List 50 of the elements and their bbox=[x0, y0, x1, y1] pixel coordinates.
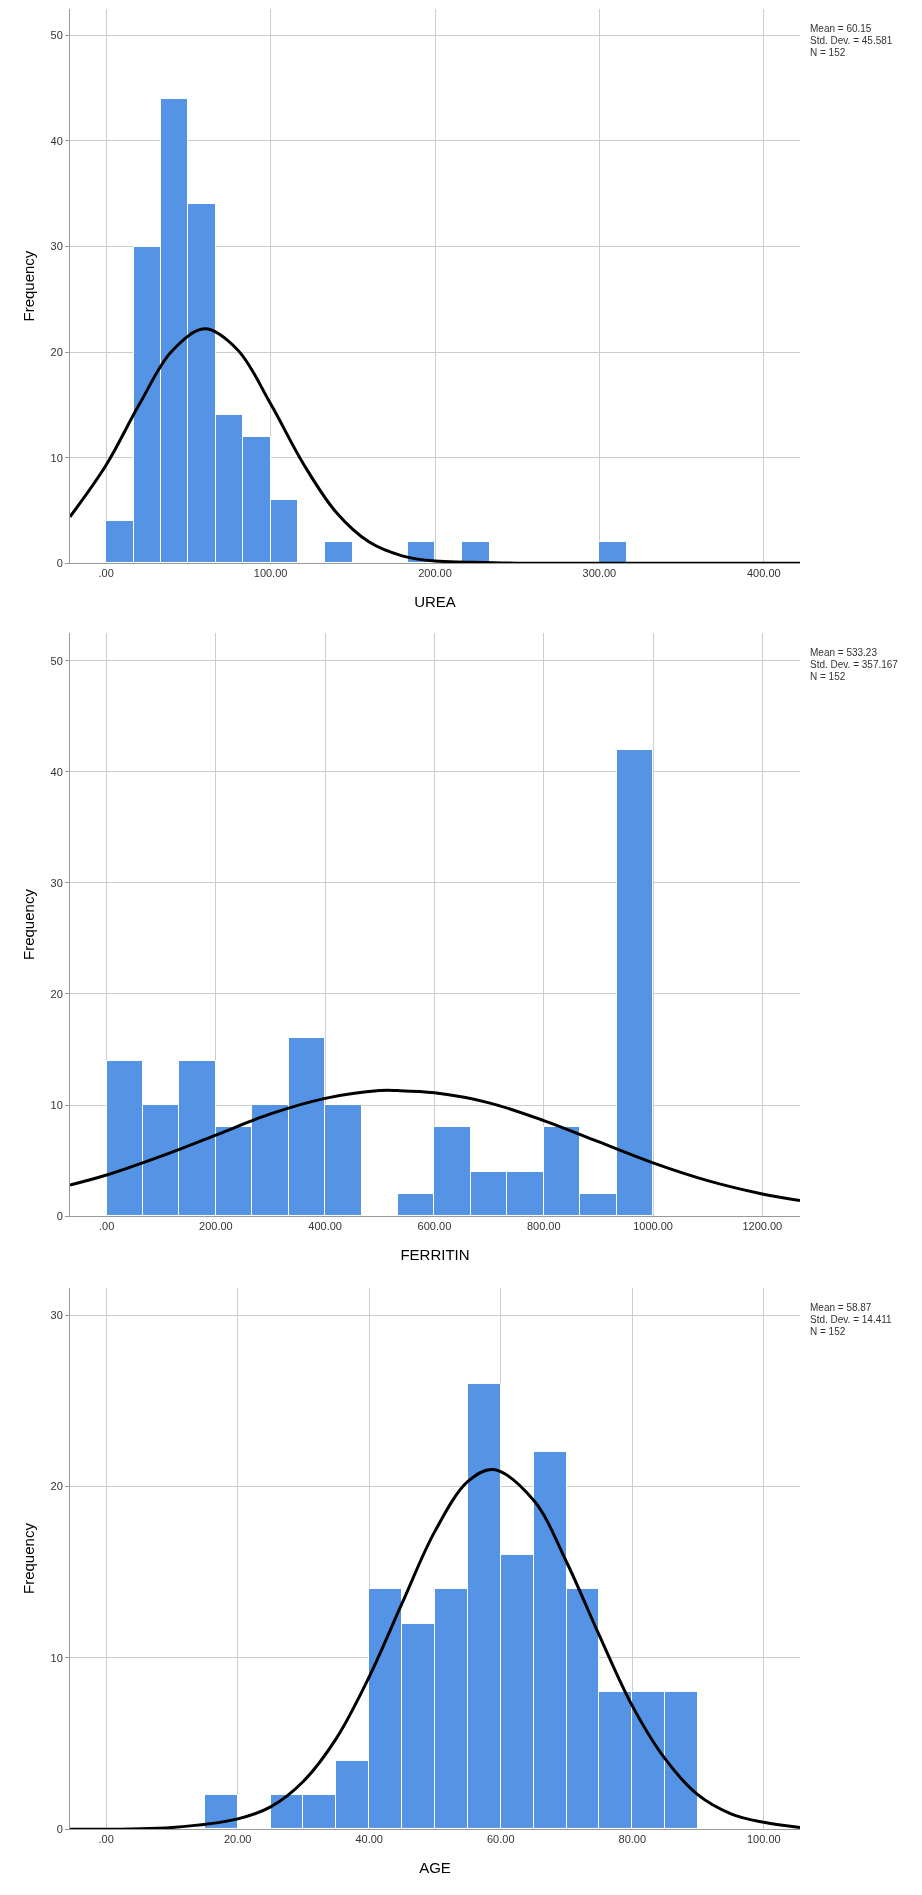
y-axis-title: Frequency bbox=[19, 888, 37, 960]
y-tick-label: 40 bbox=[50, 765, 63, 778]
x-tick-label: 400.00 bbox=[308, 1220, 342, 1233]
x-tick-label: 80.00 bbox=[618, 1833, 647, 1846]
x-tick-label: 300.00 bbox=[582, 567, 617, 580]
x-tick-label: 400.00 bbox=[747, 567, 781, 580]
y-tick-label: 20 bbox=[50, 1480, 63, 1493]
x-tick-label: 60.00 bbox=[487, 1833, 515, 1846]
x-tick-label: 100.00 bbox=[253, 567, 288, 580]
y-tick-label: 20 bbox=[50, 345, 63, 358]
y-tick-label: 50 bbox=[50, 654, 63, 667]
y-tick-label: 0 bbox=[56, 1209, 63, 1222]
x-tick-label: .00 bbox=[98, 1833, 114, 1846]
y-tick-label: 30 bbox=[50, 876, 63, 889]
x-tick-label: 800.00 bbox=[526, 1220, 561, 1233]
y-tick-label: 10 bbox=[50, 1098, 63, 1111]
x-tick-label: 1200.00 bbox=[742, 1220, 783, 1233]
text: N = 152 bbox=[810, 1326, 846, 1337]
x-axis-title: FERRITIN bbox=[400, 1246, 470, 1264]
x-tick-label: .00 bbox=[98, 1220, 115, 1233]
x-tick-label: 200.00 bbox=[199, 1220, 233, 1233]
line-series bbox=[70, 1088, 800, 1203]
x-tick-label: 20.00 bbox=[223, 1833, 252, 1846]
x-tick-label: 200.00 bbox=[418, 567, 452, 580]
x-tick-label: 1000.00 bbox=[633, 1220, 673, 1233]
x-tick-label: 100.00 bbox=[747, 1833, 781, 1846]
text: Mean = 58.87 bbox=[810, 1302, 872, 1313]
y-axis-title: Frequency bbox=[19, 1522, 37, 1594]
x-tick-label: .00 bbox=[98, 567, 114, 580]
x-tick-label: 600.00 bbox=[417, 1220, 452, 1233]
text: Std. Dev. = 45.581 bbox=[810, 35, 893, 46]
y-axis-title: Frequency bbox=[19, 250, 37, 322]
text: N = 152 bbox=[810, 671, 846, 682]
x-tick-label: 40.00 bbox=[355, 1833, 383, 1846]
y-tick-label: 50 bbox=[50, 29, 63, 42]
x-axis-title: AGE bbox=[419, 1859, 451, 1877]
text: N = 152 bbox=[810, 47, 846, 58]
y-tick-label: 0 bbox=[56, 557, 63, 570]
y-tick-label: 40 bbox=[50, 134, 63, 147]
y-tick-label: 20 bbox=[50, 987, 63, 1000]
y-tick-label: 10 bbox=[50, 1651, 63, 1664]
y-tick-label: 10 bbox=[50, 451, 63, 464]
x-axis-title: UREA bbox=[414, 593, 456, 611]
text: Std. Dev. = 357.167 bbox=[810, 659, 899, 670]
text: Std. Dev. = 14.411 bbox=[810, 1314, 893, 1325]
y-tick-label: 30 bbox=[50, 240, 63, 253]
text: Mean = 533.23 bbox=[810, 647, 878, 658]
y-tick-label: 0 bbox=[56, 1823, 63, 1836]
text: Mean = 60.15 bbox=[810, 23, 872, 34]
y-tick-label: 30 bbox=[50, 1309, 63, 1322]
